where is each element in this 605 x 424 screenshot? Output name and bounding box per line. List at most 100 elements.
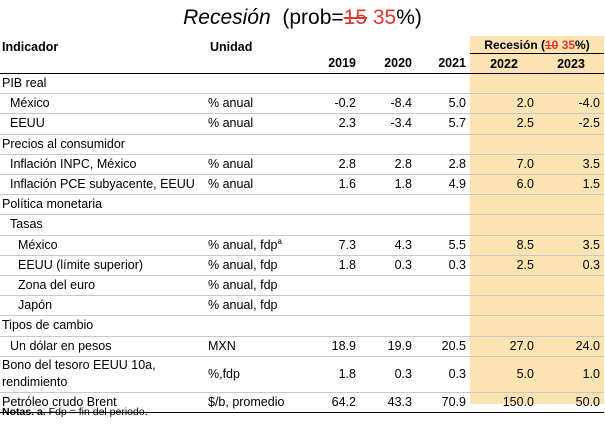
row-value: 0.3 [416,356,470,393]
row-value: 4.9 [416,174,470,196]
row-value [470,295,538,317]
table-row: México% anual, fdpa 7.3 4.3 5.5 8.5 3.5 [0,235,605,256]
row-value: 5.7 [416,113,470,135]
table-row: Petróleo crudo Brent $/b, promedio 64.2 43.… [0,392,605,414]
row-unit: MXN [208,336,306,357]
row-indicator-label: Un dólar en pesos [10,338,112,353]
table-row: Bono del tesoro EEUU 10a, rendimiento %,fd… [0,356,605,393]
row-indicator-label: Zona del euro [18,278,96,293]
notes-label: Notas. a. [2,406,46,418]
row-value: -2.5 [538,113,605,135]
row-value: 24.0 [538,336,605,357]
row-value [538,134,605,155]
row-indicator: Inflación PCE subyacente, EEUU [0,174,208,196]
row-value [538,73,605,95]
title-suffix: %) [396,6,422,29]
row-unit-label: % anual [208,177,254,192]
row-indicator-label: Política monetaria [2,197,103,212]
row-indicator-label: EEUU [10,116,45,131]
row-value [416,73,470,95]
header-row-years: 2019 2020 2021 2022 2023 [0,53,605,74]
row-indicator-label: México [18,237,58,252]
row-value: -0.2 [306,93,360,115]
row-value: -4.0 [538,93,605,115]
row-value [538,214,605,236]
row-value [470,194,538,216]
title-new-value: 35 [372,6,397,29]
row-indicator: Política monetaria [0,194,208,216]
row-indicator: PIB real [0,73,208,95]
header-row-scenario: Indicador Unidad Recesión (10 35%) [0,36,605,54]
row-indicator: Petróleo crudo Brent [0,392,208,414]
row-value [416,194,470,216]
row-value [306,194,360,216]
row-indicator-label: EEUU (límite superior) [18,257,144,272]
page-title: Recesión (prob=15 35%) [0,4,605,32]
forecast-table: Indicador Unidad Recesión (10 35%) 2019 … [0,36,605,414]
row-unit [208,214,306,236]
row-value: 3.5 [538,154,605,176]
row-value: 150.0 [470,392,538,414]
row-indicator-label-line2: rendimiento [2,375,68,390]
table-row: PIB real [0,73,605,95]
row-value: 2.5 [470,255,538,277]
row-value [416,315,470,337]
row-value [538,275,605,297]
table-row: México % anual -0.2 -8.4 5.0 2.0 -4.0 [0,93,605,115]
row-unit: % anual, fdp [208,255,306,277]
row-unit [208,315,306,337]
row-value [360,214,416,236]
table-row: Inflación PCE subyacente, EEUU % anual 1.6… [0,174,605,196]
row-value [360,73,416,95]
row-value [470,134,538,155]
row-indicator-label: Inflación PCE subyacente, EEUU [10,177,195,192]
header-scenario: Recesión (10 35%) [470,36,605,54]
header-unidad: Unidad [210,39,253,54]
row-indicator: Zona del euro [0,275,208,297]
row-value: 6.0 [470,174,538,196]
unit-footnote-marker: a [277,236,282,246]
row-value: 27.0 [470,336,538,357]
table-row: Precios al consumidor [0,134,605,155]
row-value [470,275,538,297]
row-unit-label: %,fdp [208,366,240,381]
row-value: 43.3 [360,392,416,414]
row-value: 4.3 [360,235,416,256]
header-year: 2019 [306,53,360,74]
row-value: 2.8 [360,154,416,176]
row-value: 1.8 [306,255,360,277]
row-unit: % anual, fdp [208,275,306,297]
row-indicator: Tipos de cambio [0,315,208,337]
row-value: 5.0 [470,356,538,393]
row-indicator-label: Tipos de cambio [2,318,94,333]
row-indicator: Un dólar en pesos [0,336,208,357]
row-unit-label: % anual [208,116,254,131]
row-indicator-label: Inflación INPC, México [10,156,137,171]
title-word: Recesión [183,6,271,29]
row-indicator: Japón [0,295,208,317]
row-value [306,275,360,297]
row-value: -3.4 [360,113,416,135]
row-value: 7.3 [306,235,360,256]
scenario-new-value: 35 [561,37,576,52]
row-value: 0.3 [538,255,605,277]
row-value: 50.0 [538,392,605,414]
row-unit-label: % anual, fdp [208,298,278,313]
row-value [538,194,605,216]
row-indicator: EEUU [0,113,208,135]
row-unit: $/b, promedio [208,392,306,414]
header-year: 2021 [416,53,470,74]
row-value: 2.3 [306,113,360,135]
row-value: -8.4 [360,93,416,115]
table-row: Un dólar en pesos MXN 18.9 19.9 20.5 27.0 24.0 [0,336,605,357]
row-value [306,134,360,155]
row-unit: % anual, fdp [208,295,306,317]
notes-text: Fdp = fin del periodo. [45,406,148,418]
row-unit: % anual [208,154,306,176]
table-row: EEUU % anual 2.3 -3.4 5.7 2.5 -2.5 [0,113,605,135]
row-value [360,295,416,317]
row-value: 2.8 [306,154,360,176]
row-value [538,315,605,337]
row-indicator: Inflación INPC, México [0,154,208,176]
